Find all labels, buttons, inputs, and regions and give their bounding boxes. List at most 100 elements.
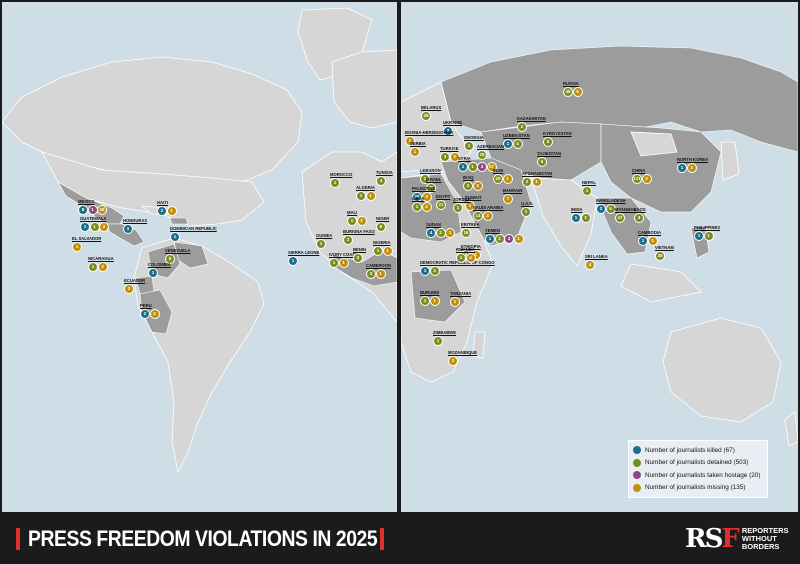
country-label-kuwait: KUWAIT [465,195,482,200]
country-label-democratic-republic-of-congo: DEMOCRATIC REPUBLIC OF CONGO [420,260,495,265]
badge-missing-sri-lanka: 4 [585,260,595,270]
country-label-lebanon: LEBANON [420,168,441,173]
badge-killed-yemen: 1 [485,234,495,244]
badge-killed-bangladesh: 2 [596,204,606,214]
badge-killed-honduras: 1 [123,224,133,234]
badge-detained-yemen: 2 [494,234,505,244]
country-label-guinea: GUINEA [316,233,333,238]
badge-missing-iraq: 3 [472,181,483,191]
badge-missing-nicaragua: 3 [97,262,108,272]
badge-missing-rwanda: 4 [465,253,476,263]
badge-detained-uzbekistan: 4 [512,139,523,149]
country-label-colombia: COLOMBIA [148,262,171,267]
badge-missing-china: 3 [641,174,652,184]
badge-detained-myanmar: 47 [615,213,625,223]
country-label-philippines: PHILIPPINES [694,225,721,230]
country-label-serbia: SERBIA [410,141,426,146]
country-label-nigeria: NIGERIA [373,240,391,245]
country-label-egypt: EGYPT [436,194,451,199]
badge-missing-burundi: 1 [429,296,440,306]
badge-missing-el-salvador: 1 [72,242,82,252]
country-label-uzbekistan: UZBEKISTAN [503,133,530,138]
country-label-venezuela: VENEZUELA [165,248,191,253]
badge-killed-cambodia: 1 [638,236,648,246]
legend-label-detained: Number of journalists detained (503) [645,459,749,467]
country-label-tajikistan: TAJIKISTAN [537,151,562,156]
badge-killed-guatemala: 1 [80,222,90,232]
country-label-ecuador: ECUADOR [124,278,146,283]
badge-killed-sierra-leone: 1 [288,256,298,266]
badge-detained-morocco: 1 [330,178,340,188]
country-label-yemen: YEMEN [485,228,500,233]
mongolia-shape [630,131,678,157]
badge-detained-cameroon: 3 [366,269,376,279]
badge-detained-iraq: 3 [463,181,473,191]
legend-label-missing: Number of journalists missing (135) [645,484,746,492]
badge-detained-bangladesh: 5 [605,204,616,214]
badge-detained-kazakhstan: 2 [517,122,527,132]
badge-missing-afghanistan: 1 [531,177,542,187]
badge-missing-nigeria: 1 [382,246,393,256]
country-label-tunisia: TUNISIA [376,170,393,175]
country-label-sudan: SUDAN [426,222,441,227]
country-label-cambodia: CAMBODIA [638,230,662,235]
country-label-ukraine: UKRAINE [443,120,463,125]
legend-dot-hostage [633,471,641,480]
country-label-benin: BENIN [353,247,367,252]
badge-detained-tajikistan: 6 [537,157,547,167]
legend-label-killed: Number of journalists killed (67) [645,446,735,454]
country-label-morocco: MOROCCO [330,172,353,177]
badge-killed-north-korea: 1 [677,163,687,173]
country-label-dominican-republic: DOMINICAN REPUBLIC [170,226,217,231]
badge-detained-nicaragua: 1 [88,262,98,272]
badge-missing-cambodia: 3 [647,236,658,246]
country-label-rwanda: RWANDA [456,247,475,252]
badge-killed-colombia: 1 [148,268,158,278]
badge-detained-u-a-e: 1 [521,207,531,217]
country-label-burkina-faso: BURKINA FASO [343,229,375,234]
badge-detained-burkina-faso: 2 [343,235,353,245]
country-label-algeria: ALGERIA [356,185,375,190]
badge-detained-georgia: 1 [464,141,474,151]
badge-missing-algeria: 1 [365,191,376,201]
usa-shape [41,151,265,227]
country-label-turkiye: TURKIYE [440,146,459,151]
badge-missing-bosnia-herzegovina: 1 [405,136,415,146]
badge-detained-azerbaijan: 25 [477,150,487,160]
title-accent-left [16,528,20,550]
country-label-zimbabwe: ZIMBABWE [433,330,457,335]
americas-map [2,7,397,474]
badge-missing-mexico: 28 [97,205,107,215]
badge-killed-uzbekistan: 1 [503,139,513,149]
badge-detained-iran: 20 [493,174,503,184]
badge-detained-mali: 1 [347,216,357,226]
badge-killed-peru: 2 [140,309,150,319]
badge-killed-mexico: 8 [78,205,88,215]
country-label-vietnam: VIETNAM [655,245,674,250]
country-label-palestine: PALESTINE [412,186,436,191]
badge-missing-guatemala: 2 [99,222,109,232]
badge-missing-yemen: 1 [513,234,524,244]
badge-detained-algeria: 1 [356,191,366,201]
badge-detained-venezuela: 8 [165,254,175,264]
country-label-belarus: BELARUS [421,105,442,110]
legend-dot-missing [633,483,641,492]
badge-missing-serbia: 1 [410,147,420,157]
badge-detained-vietnam: 38 [655,251,665,261]
map-panel-americas [2,2,397,512]
badge-hostage-mexico: 1 [87,205,98,215]
map-legend: Number of journalists killed (67) Number … [628,440,768,498]
badge-missing-russia: 5 [572,87,583,97]
badge-detained-libya: 1 [412,202,422,212]
badge-detained-syria: 1 [467,162,478,172]
eastern-hemisphere-map [401,45,798,447]
country-label-iran: IRAN [493,168,504,173]
country-label-iraq: IRAQ [463,175,474,180]
country-label-sierra-leone: SIERRA LEONE [288,250,320,255]
country-label-north-korea: NORTH KOREA [677,157,709,162]
badge-missing-ivory-coast: 1 [338,258,349,268]
europe-west-shape [331,49,397,129]
country-label-afghanistan: AFGHANISTAN [522,171,553,176]
badge-missing-cameroon: 1 [375,269,386,279]
badge-detained-benin: 2 [353,253,363,263]
